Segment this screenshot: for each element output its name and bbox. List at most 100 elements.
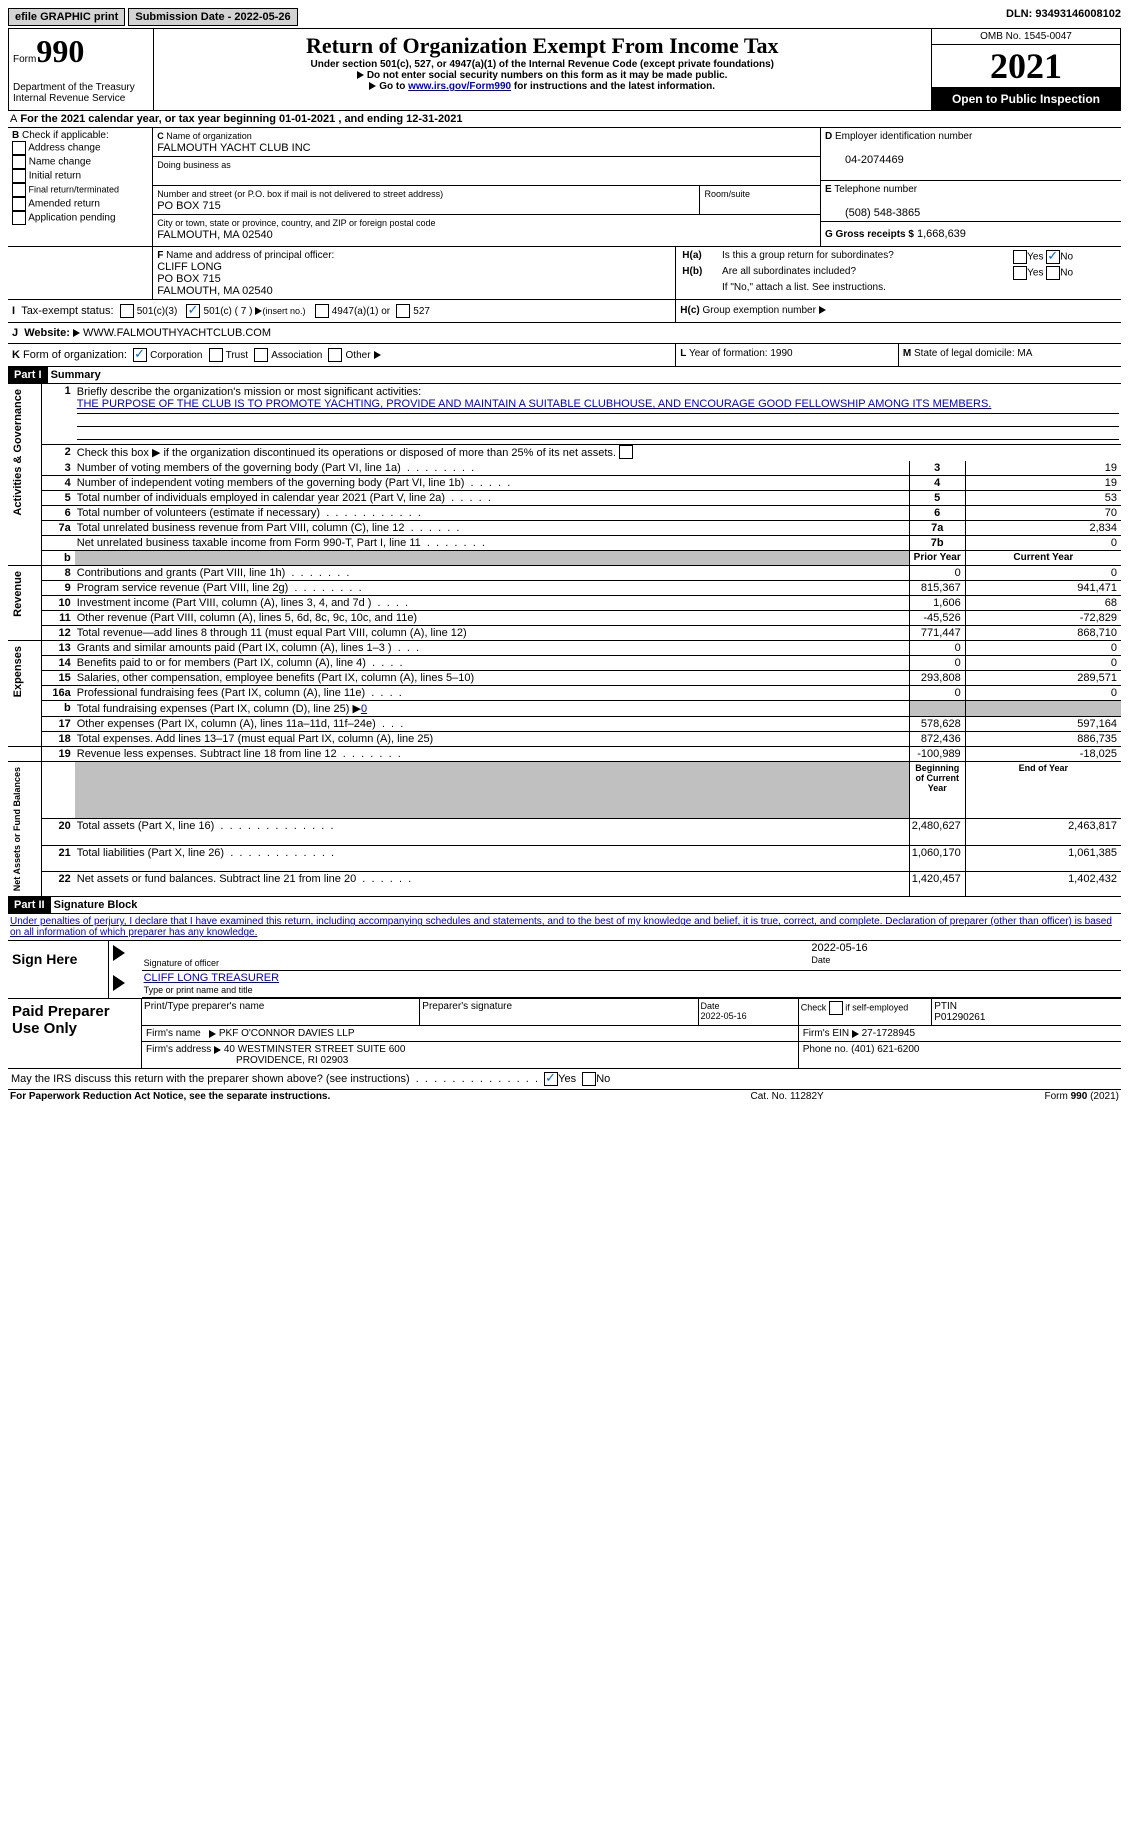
irs-link[interactable]: www.irs.gov/Form990 — [408, 81, 511, 92]
501c-checkbox[interactable] — [186, 304, 200, 318]
efile-button[interactable]: efile GRAPHIC print — [8, 8, 125, 26]
q2-checkbox[interactable] — [619, 445, 633, 459]
line19-prior: -100,989 — [909, 747, 965, 762]
line5-text: Total number of individuals employed in … — [75, 491, 910, 506]
gross-value: 1,668,639 — [917, 228, 966, 240]
city-label: City or town, state or province, country… — [157, 218, 435, 228]
irs-text: Internal Revenue Service — [13, 93, 149, 104]
firm-addr-label: Firm's address — [146, 1044, 211, 1055]
period-text: A For the 2021 calendar year, or tax yea… — [8, 111, 1121, 128]
gross-label: G Gross receipts $ — [825, 229, 914, 240]
addr-label: Number and street (or P.O. box if mail i… — [157, 189, 443, 199]
header-info-table: B Check if applicable: Address change Na… — [8, 128, 1121, 246]
form-title: Return of Organization Exempt From Incom… — [158, 33, 927, 59]
arrow-icon — [852, 1030, 859, 1038]
prep-date-label: Date — [701, 1001, 720, 1011]
website-row: J Website: WWW.FALMOUTHYACHTCLUB.COM — [8, 322, 1121, 344]
address-change-checkbox[interactable] — [12, 141, 26, 155]
line11-curr: -72,829 — [965, 611, 1121, 626]
open-public: Open to Public Inspection — [932, 88, 1120, 110]
4947-checkbox[interactable] — [315, 304, 329, 318]
line15-text: Salaries, other compensation, employee b… — [75, 671, 910, 686]
name-change-checkbox[interactable] — [12, 155, 26, 169]
line4-text: Number of independent voting members of … — [75, 476, 910, 491]
part2-header: Part II Signature Block — [8, 896, 1121, 913]
assoc-checkbox[interactable] — [254, 348, 268, 362]
subtitle: Under section 501(c), 527, or 4947(a)(1)… — [158, 59, 927, 70]
line20-curr: 2,463,817 — [965, 819, 1121, 845]
line7b-text: Net unrelated business taxable income fr… — [75, 536, 910, 551]
hb-no-checkbox[interactable] — [1046, 266, 1060, 280]
arrow-icon — [374, 351, 381, 359]
phone-value: (508) 548-3865 — [825, 207, 920, 219]
other-checkbox[interactable] — [328, 348, 342, 362]
domicile-label: State of legal domicile: — [914, 348, 1015, 359]
line9-curr: 941,471 — [965, 581, 1121, 596]
prep-date-value: 2022-05-16 — [701, 1011, 747, 1021]
final-return-checkbox[interactable] — [12, 183, 26, 197]
checkif-label: Check if applicable: — [22, 130, 109, 141]
note2: Go to www.irs.gov/Form990 for instructio… — [158, 81, 927, 92]
line10-prior: 1,606 — [909, 596, 965, 611]
line7b-value: 0 — [965, 536, 1121, 551]
sig-officer-label: Signature of officer — [144, 958, 219, 968]
line11-prior: -45,526 — [909, 611, 965, 626]
firm-phone-value: (401) 621-6200 — [851, 1044, 919, 1055]
discuss-yes-checkbox[interactable] — [544, 1072, 558, 1086]
firm-addr-v1: 40 WESTMINSTER STREET SUITE 600 — [224, 1044, 406, 1055]
footer-row: For Paperwork Reduction Act Notice, see … — [8, 1090, 1121, 1103]
firm-ein-label: Firm's EIN — [803, 1028, 849, 1039]
note1: Do not enter social security numbers on … — [158, 70, 927, 81]
line15-prior: 293,808 — [909, 671, 965, 686]
527-checkbox[interactable] — [396, 304, 410, 318]
line12-text: Total revenue—add lines 8 through 11 (mu… — [75, 626, 910, 641]
officer-addr2: FALMOUTH, MA 02540 — [157, 285, 273, 297]
line18-prior: 872,436 — [909, 732, 965, 747]
line16a-prior: 0 — [909, 686, 965, 701]
cat-no: Cat. No. 11282Y — [676, 1090, 899, 1103]
paperwork-text: For Paperwork Reduction Act Notice, see … — [8, 1090, 676, 1103]
corp-checkbox[interactable] — [133, 348, 147, 362]
prep-name-label: Print/Type preparer's name — [144, 1001, 264, 1012]
firm-addr-v2: PROVIDENCE, RI 02903 — [146, 1055, 348, 1066]
org-address: PO BOX 715 — [157, 200, 221, 212]
line4-value: 19 — [965, 476, 1121, 491]
amended-return-checkbox[interactable] — [12, 197, 26, 211]
date-label: Date — [811, 955, 830, 965]
hb-yes-checkbox[interactable] — [1013, 266, 1027, 280]
org-city: FALMOUTH, MA 02540 — [157, 229, 273, 241]
vert-activities: Activities & Governance — [10, 385, 26, 520]
line15-curr: 289,571 — [965, 671, 1121, 686]
ptin-label: PTIN — [934, 1001, 957, 1012]
ha-no-checkbox[interactable] — [1046, 250, 1060, 264]
firm-phone-label: Phone no. — [803, 1044, 849, 1055]
line8-prior: 0 — [909, 566, 965, 581]
sig-date-value: 2022-05-16 — [811, 942, 867, 954]
arrow-icon — [73, 329, 80, 337]
self-employed-checkbox[interactable] — [829, 1001, 843, 1015]
line14-curr: 0 — [965, 656, 1121, 671]
line3-value: 19 — [965, 461, 1121, 476]
form-number: 990 — [36, 33, 84, 69]
line16a-text: Professional fundraising fees (Part IX, … — [75, 686, 910, 701]
application-pending-checkbox[interactable] — [12, 211, 26, 225]
q2-text: Check this box ▶ if the organization dis… — [75, 445, 1121, 462]
submission-button[interactable]: Submission Date - 2022-05-26 — [128, 8, 297, 26]
omb-text: OMB No. 1545-0047 — [932, 29, 1120, 45]
hb-text: Are all subordinates included? — [720, 265, 1011, 281]
initial-return-checkbox[interactable] — [12, 169, 26, 183]
begin-year-hdr: Beginning of Current Year — [909, 762, 965, 819]
ptin-value: P01290261 — [934, 1012, 985, 1023]
line13-prior: 0 — [909, 641, 965, 656]
ein-label: Employer identification number — [835, 131, 972, 142]
arrow-icon — [209, 1030, 216, 1038]
501c3-checkbox[interactable] — [120, 304, 134, 318]
phone-label: Telephone number — [834, 184, 917, 195]
ha-text: Is this a group return for subordinates? — [720, 249, 1011, 265]
trust-checkbox[interactable] — [209, 348, 223, 362]
ha-yes-checkbox[interactable] — [1013, 250, 1027, 264]
officer-h-table: F Name and address of principal officer:… — [8, 246, 1121, 299]
top-buttons: efile GRAPHIC print Submission Date - 20… — [8, 8, 1121, 26]
discuss-no-checkbox[interactable] — [582, 1072, 596, 1086]
line20-text: Total assets (Part X, line 16) . . . . .… — [75, 819, 910, 845]
